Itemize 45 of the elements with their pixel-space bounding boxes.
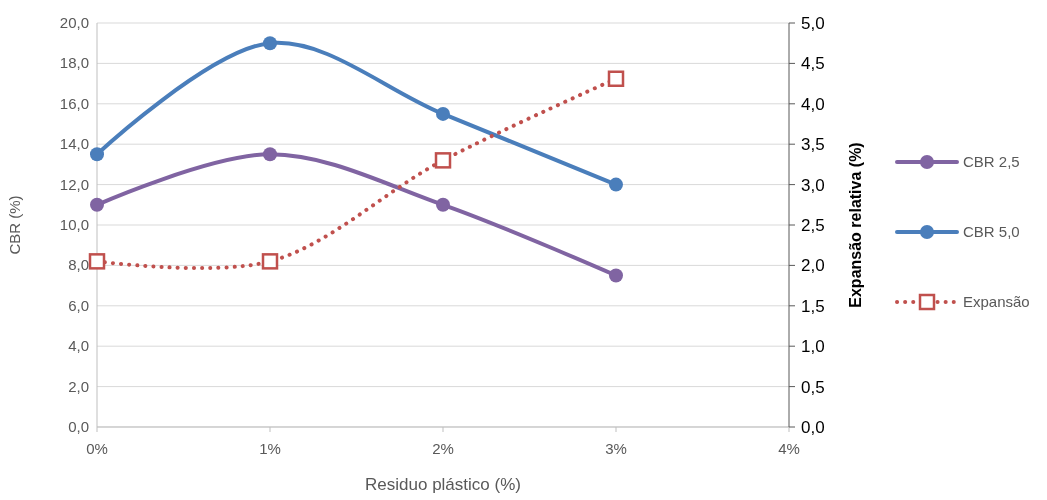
y2-tick-label: 0,0: [801, 418, 825, 437]
y-tick-label: 6,0: [68, 296, 89, 314]
y2-tick-label: 5,0: [801, 14, 825, 33]
legend-label: CBR 2,5: [963, 153, 1020, 170]
x-tick-label: 2%: [432, 440, 454, 457]
y2-tick-label: 0,5: [801, 377, 825, 397]
point: [609, 268, 623, 283]
y2-tick-label: 3,5: [801, 135, 825, 155]
y2-axis-title: Expansão relativa (%): [847, 142, 864, 308]
y-tick-label: 4,0: [68, 337, 89, 355]
y2-tick-label: 1,0: [801, 337, 825, 357]
x-tick-label: 0%: [86, 440, 108, 457]
x-tick-label: 4%: [778, 440, 800, 457]
y2-tick-label: 1,5: [801, 296, 825, 316]
y2-tick-label: 2,0: [801, 256, 825, 276]
x-tick-label: 1%: [259, 440, 281, 457]
point: [436, 106, 450, 121]
point: [261, 253, 279, 270]
y2-tick-label: 4,5: [801, 54, 825, 74]
y-tick-label: 18,0: [59, 54, 89, 72]
y-tick-label: 14,0: [59, 135, 89, 153]
y-tick-label: 20,0: [59, 14, 89, 31]
y-tick-label: 10,0: [59, 216, 89, 233]
y-tick-label: 2,0: [68, 377, 89, 395]
point: [263, 36, 277, 51]
y-tick-label: 12,0: [59, 175, 89, 193]
point: [607, 70, 625, 87]
legend-label: Expansão: [963, 293, 1030, 310]
y2-tick-label: 2,5: [801, 216, 825, 235]
point: [609, 177, 623, 192]
legend-label: CBR 5,0: [963, 223, 1020, 240]
x-axis-title: Residuo plástico (%): [365, 475, 521, 494]
point: [90, 147, 104, 162]
y-tick-label: 0,0: [68, 418, 89, 435]
x-tick-label: 3%: [605, 440, 627, 457]
point: [88, 253, 106, 270]
y-tick-label: 16,0: [59, 94, 89, 112]
y2-tick-label: 3,0: [801, 175, 825, 195]
point: [436, 197, 450, 212]
y-axis-title: CBR (%): [6, 195, 23, 255]
point: [90, 197, 104, 212]
y-tick-label: 8,0: [68, 256, 89, 274]
point: [434, 152, 452, 169]
y2-tick-label: 4,0: [801, 94, 825, 114]
point: [263, 147, 277, 162]
